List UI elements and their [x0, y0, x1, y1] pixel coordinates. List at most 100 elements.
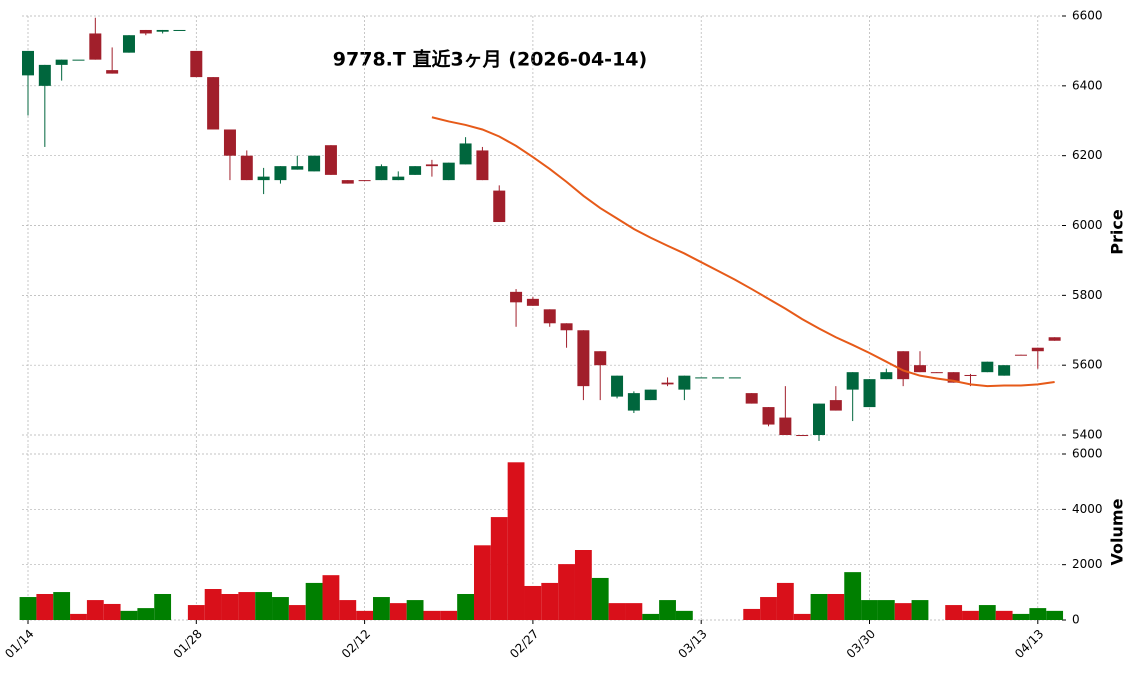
volume-bar — [473, 545, 491, 620]
volume-bar — [490, 517, 508, 620]
candle-body — [207, 77, 220, 130]
volume-bar — [154, 593, 172, 620]
volume-bar — [675, 610, 693, 620]
candle-body — [324, 145, 337, 175]
candle-body — [409, 166, 422, 175]
candle-body — [728, 377, 741, 379]
candle-body — [1014, 354, 1027, 356]
candle-body — [594, 351, 607, 366]
volume-bar — [743, 608, 761, 620]
candle-body — [442, 162, 455, 181]
volume-bar — [272, 597, 289, 620]
candle-body — [22, 50, 34, 76]
candle-body — [55, 59, 68, 65]
candle-body — [829, 400, 842, 411]
volume-bar — [861, 600, 878, 620]
volume-bar — [894, 603, 912, 620]
candle-body — [712, 377, 725, 379]
y-tick-label: 6000 — [1072, 218, 1103, 232]
volume-bar — [339, 600, 357, 620]
volume-bar — [1029, 608, 1047, 620]
volume-bar — [541, 582, 559, 620]
candle-body — [173, 29, 186, 31]
volume-bar — [642, 613, 660, 620]
volume-bar — [978, 605, 996, 620]
candle-body — [358, 180, 371, 182]
volume-bar — [760, 597, 777, 620]
volume-bar — [659, 600, 676, 620]
volume-bar — [574, 550, 592, 620]
volume-tick-label: 4000 — [1072, 502, 1103, 516]
candle-body — [156, 29, 169, 32]
candle-body — [846, 372, 859, 390]
y-tick-label: 5600 — [1072, 358, 1103, 372]
candle-body — [106, 70, 119, 74]
volume-bar — [288, 605, 306, 620]
y-tick-label: 5800 — [1072, 288, 1103, 302]
candle-body — [880, 372, 893, 380]
candle-body — [813, 403, 826, 436]
volume-bar — [238, 592, 256, 620]
volume-bar — [86, 600, 104, 620]
candle-body — [493, 190, 506, 223]
volume-bar — [776, 582, 794, 620]
candle-body — [139, 29, 152, 34]
volume-bar — [103, 603, 121, 620]
volume-bar — [423, 610, 441, 620]
volume-bar — [945, 605, 963, 620]
candle-body — [762, 407, 775, 425]
candle-body — [476, 150, 489, 181]
candle-body — [863, 379, 876, 408]
volume-bar — [827, 593, 845, 620]
y-tick-label: 5400 — [1072, 428, 1103, 442]
y-tick-label: 6600 — [1072, 9, 1103, 23]
y-axis-label: Price — [1108, 209, 1127, 255]
candle-body — [38, 64, 51, 86]
volume-bar — [507, 462, 525, 620]
candle-body — [274, 166, 287, 181]
volume-bar — [810, 593, 828, 620]
candle-body — [308, 155, 321, 172]
volume-bar — [877, 600, 895, 620]
candle-body — [998, 365, 1011, 376]
candle-body — [223, 129, 236, 156]
volume-bar — [36, 593, 54, 620]
x-tick-label: 04/13 — [1012, 627, 1046, 661]
candle-body — [543, 309, 556, 324]
x-tick-label: 03/30 — [844, 627, 878, 661]
volume-axis-label: Volume — [1108, 498, 1127, 565]
candle-body — [947, 372, 960, 383]
y-tick-label: 6200 — [1072, 148, 1103, 162]
candle-body — [695, 377, 708, 379]
volume-bar — [70, 613, 87, 620]
candle-body — [930, 372, 943, 374]
volume-bar — [457, 593, 474, 620]
x-tick-label: 02/12 — [339, 627, 373, 661]
candle-body — [913, 365, 926, 373]
volume-bar — [255, 592, 273, 620]
moving-average — [431, 116, 1055, 388]
volume-bar — [137, 608, 155, 620]
candle-body — [627, 393, 640, 411]
candle-body — [510, 291, 523, 303]
y-tick-label: 6400 — [1072, 78, 1103, 92]
candle-body — [291, 166, 304, 170]
volume-tick-label: 6000 — [1072, 447, 1103, 461]
volume-bar — [120, 610, 138, 620]
candle-body — [897, 351, 910, 380]
volume-bar — [322, 575, 340, 620]
volume-bar — [440, 610, 458, 620]
x-tick-label: 02/27 — [507, 627, 541, 661]
volume-bar — [53, 592, 71, 620]
volume-bar — [591, 577, 609, 620]
volume-bar — [373, 597, 390, 620]
volume-bar — [406, 600, 424, 620]
candle-body — [459, 143, 472, 165]
candle-body — [796, 435, 809, 437]
volume-bar — [221, 593, 239, 620]
candle-body — [981, 361, 994, 373]
candle-body — [190, 50, 203, 78]
candle-body — [560, 323, 573, 331]
volume-bar — [844, 572, 862, 620]
candle-body — [89, 33, 102, 60]
